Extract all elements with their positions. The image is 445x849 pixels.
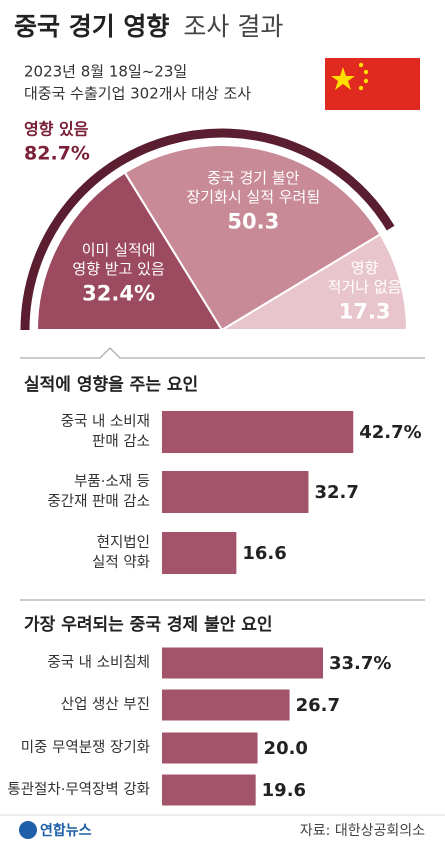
subtitle-line: 2023년 8월 18일~23일 <box>24 63 187 81</box>
flag-star <box>331 67 355 90</box>
bar <box>162 647 324 679</box>
flag-star <box>358 85 364 91</box>
flag-star <box>363 69 369 75</box>
pie-slice <box>123 144 382 332</box>
highlight-value-label: 82.7% <box>24 143 90 165</box>
flag-star <box>358 62 364 68</box>
bar <box>162 411 354 453</box>
category-label: 미중 무역분쟁 장기화 <box>21 739 150 756</box>
china-flag <box>325 58 420 110</box>
category-label: 중간재 판매 감소 <box>47 493 150 510</box>
value-label: 19.6 <box>262 780 306 801</box>
category-label: 중국 내 소비침체 <box>47 654 150 671</box>
category-label: 산업 생산 부진 <box>61 696 150 713</box>
slice-label: 영향 받고 있음 <box>72 260 164 278</box>
slice-value-label: 50.3 <box>227 210 279 234</box>
value-label: 26.7 <box>296 695 340 716</box>
slice-label: 장기화시 실적 우려됨 <box>186 188 320 206</box>
bar <box>162 774 256 806</box>
logo-mark <box>19 821 37 839</box>
pointer <box>20 347 425 359</box>
subtitle-line: 대중국 수출기업 302개사 대상 조사 <box>24 85 251 103</box>
value-label: 16.6 <box>242 543 286 564</box>
title-bold: 중국 경기 영향 <box>14 12 169 41</box>
category-label: 판매 감소 <box>92 433 150 450</box>
slice-value-label: 32.4% <box>82 281 155 305</box>
highlight-arc <box>20 128 395 331</box>
title: 중국 경기 영향 조사 결과 <box>14 12 283 41</box>
category-label: 통관절차·무역장벽 강화 <box>7 781 150 798</box>
logo: 연합뉴스 <box>40 822 92 839</box>
source: 자료: 대한상공회의소 <box>300 823 425 839</box>
slice-value-label: 17.3 <box>339 299 391 323</box>
bar <box>162 471 309 513</box>
title-light: 조사 결과 <box>183 12 283 41</box>
value-label: 32.7 <box>314 482 358 503</box>
slice-label: 중국 경기 불안 <box>207 169 300 187</box>
bar <box>162 732 258 764</box>
category-label: 현지법인 <box>97 534 150 551</box>
slice-label: 적거나 없음 <box>328 278 402 296</box>
flag-star <box>363 78 369 84</box>
bar <box>162 532 237 574</box>
value-label: 20.0 <box>264 738 308 759</box>
pie-slice <box>218 232 409 331</box>
pie-slice <box>35 171 224 331</box>
chart-title: 실적에 영향을 주는 요인 <box>24 374 198 395</box>
value-label: 42.7% <box>359 422 421 443</box>
category-label: 부품·소재 등 <box>74 473 150 490</box>
value-label: 33.7% <box>329 653 391 674</box>
bar <box>162 689 290 721</box>
category-label: 실적 약화 <box>92 554 150 571</box>
slice-label: 영향 <box>351 259 379 277</box>
pointer-line <box>20 347 425 359</box>
slice-label: 이미 실적에 <box>82 241 156 259</box>
category-label: 중국 내 소비재 <box>61 413 150 430</box>
chart-title: 가장 우려되는 중국 경제 불안 요인 <box>24 615 273 635</box>
highlight-label: 영향 있음 <box>24 120 89 139</box>
